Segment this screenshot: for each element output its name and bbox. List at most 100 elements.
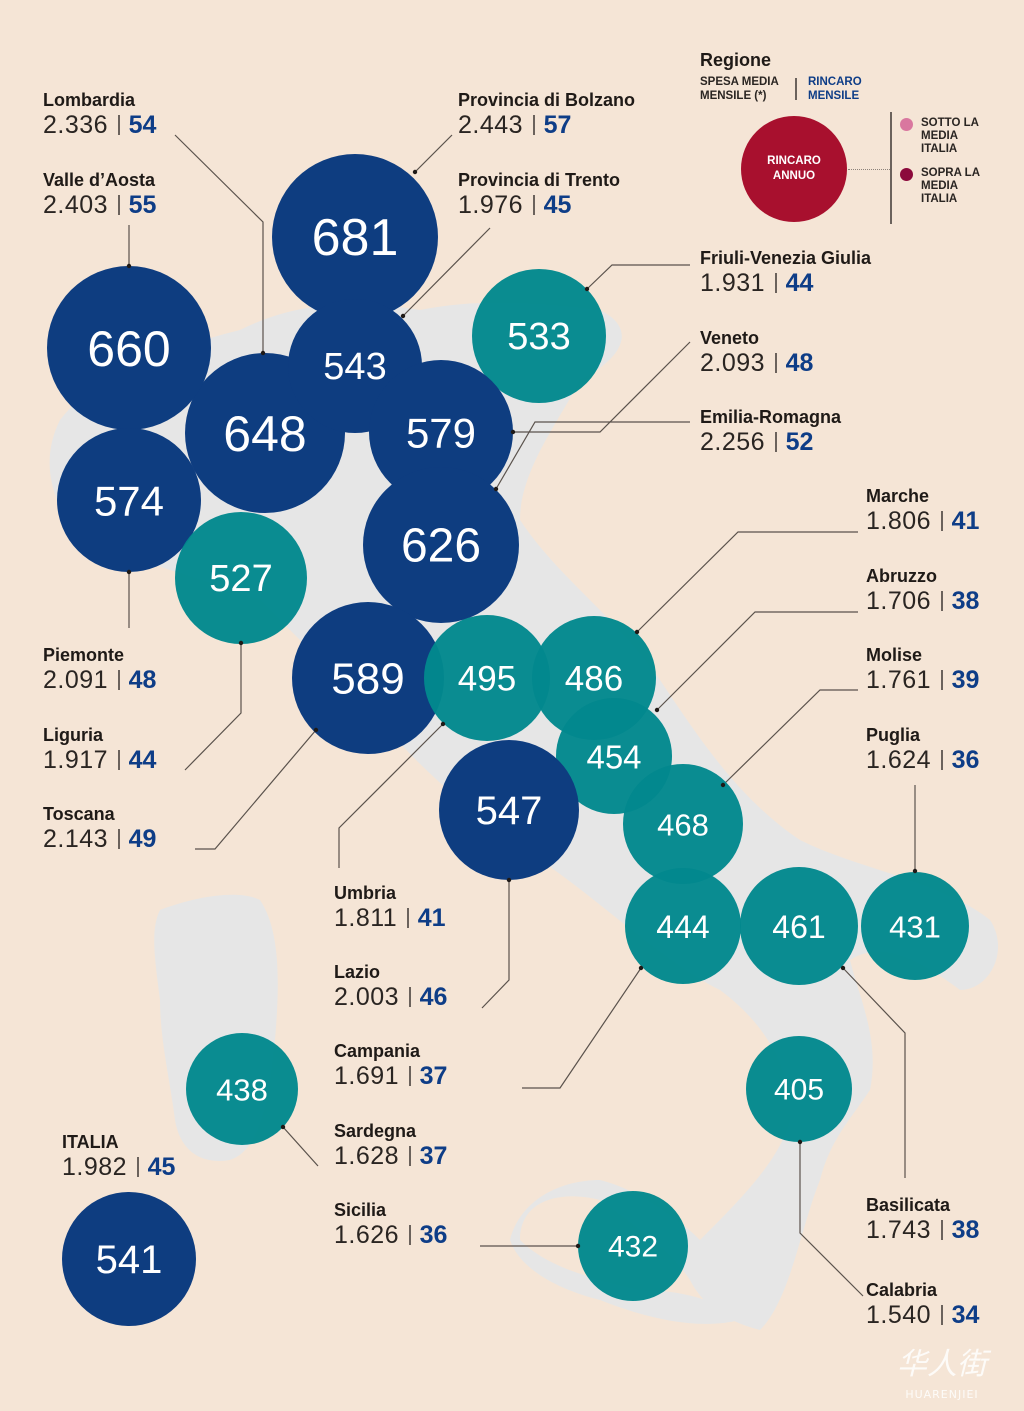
leader-line-lazio bbox=[481, 880, 510, 1009]
region-name: Molise bbox=[866, 645, 923, 665]
spesa-media-mensile: 1.628 bbox=[334, 1142, 400, 1170]
bubble-value-sardegna: 438 bbox=[216, 1073, 268, 1108]
legend-below-label: SOTTO LA MEDIA ITALIA bbox=[921, 117, 979, 155]
region-values: 1.806 41 bbox=[866, 506, 979, 536]
region-label-marche: Marche 1.806 41 bbox=[866, 486, 979, 536]
legend-dotted-connector bbox=[848, 169, 890, 170]
rincaro-mensile: 48 bbox=[785, 349, 814, 377]
value-separator bbox=[409, 1066, 411, 1086]
bubble-bolzano bbox=[272, 154, 438, 320]
leader-line-calabria bbox=[799, 1142, 864, 1297]
bubble-value-emilia-romagna: 626 bbox=[401, 520, 481, 573]
region-label-campania: Campania 1.691 37 bbox=[334, 1041, 447, 1091]
value-separator bbox=[407, 908, 409, 928]
leader-dot-emilia-romagna bbox=[493, 486, 499, 492]
spesa-media-mensile: 2.403 bbox=[43, 191, 109, 219]
region-name: Liguria bbox=[43, 725, 104, 745]
rincaro-mensile: 44 bbox=[128, 746, 157, 774]
rincaro-mensile: 52 bbox=[785, 428, 814, 456]
legend-rincaro-mensile-label: RINCARO MENSILE bbox=[808, 76, 862, 102]
leader-line-abruzzo bbox=[656, 611, 858, 711]
rincaro-mensile: 41 bbox=[417, 904, 446, 932]
region-name: ITALIA bbox=[62, 1132, 119, 1152]
region-label-sardegna: Sardegna 1.628 37 bbox=[334, 1121, 447, 1171]
leader-line-bolzano bbox=[414, 134, 453, 173]
spesa-media-mensile: 1.811 bbox=[334, 904, 398, 932]
leader-dot-abruzzo bbox=[654, 707, 660, 713]
bubble-toscana bbox=[292, 602, 444, 754]
region-name: Valle d’Aosta bbox=[43, 170, 156, 190]
bubble-value-puglia: 431 bbox=[889, 910, 941, 945]
watermark-logo: 华人街 HUARENJIEI bbox=[872, 1340, 1012, 1406]
leader-dot-toscana bbox=[313, 727, 319, 733]
region-label-veneto: Veneto 2.093 48 bbox=[700, 328, 813, 378]
value-separator bbox=[941, 1305, 943, 1325]
bubble-value-piemonte: 574 bbox=[94, 478, 164, 525]
value-separator bbox=[409, 987, 411, 1007]
leader-dot-sardegna bbox=[280, 1124, 286, 1130]
bubble-friuli bbox=[472, 269, 606, 403]
bubble-value-abruzzo: 454 bbox=[586, 739, 641, 776]
bubble-sicilia bbox=[578, 1191, 688, 1301]
leader-line-trento bbox=[402, 227, 491, 317]
leader-line-veneto bbox=[513, 341, 691, 433]
value-separator bbox=[941, 1220, 943, 1240]
spesa-media-mensile: 2.443 bbox=[458, 111, 524, 139]
spesa-media-mensile: 1.982 bbox=[62, 1153, 128, 1181]
value-separator bbox=[775, 432, 777, 452]
spesa-media-mensile: 2.143 bbox=[43, 825, 109, 853]
spesa-media-mensile: 2.091 bbox=[43, 666, 109, 694]
leader-line-marche bbox=[636, 531, 858, 633]
bubble-value-toscana: 589 bbox=[331, 655, 404, 704]
legend-title: Regione bbox=[700, 50, 772, 70]
region-label-liguria: Liguria 1.917 44 bbox=[43, 725, 156, 775]
leader-dot-piemonte bbox=[126, 569, 132, 575]
region-name: Campania bbox=[334, 1041, 421, 1061]
region-name: Calabria bbox=[866, 1280, 938, 1300]
rincaro-mensile: 46 bbox=[419, 983, 448, 1011]
region-values: 2.403 55 bbox=[43, 190, 156, 220]
legend-rincaro-annuo-circle: RINCARO ANNUO bbox=[741, 116, 847, 222]
region-values: 1.982 45 bbox=[62, 1152, 175, 1182]
bubble-value-marche: 486 bbox=[565, 660, 623, 699]
spesa-media-mensile: 1.743 bbox=[866, 1216, 932, 1244]
leader-dot-trento bbox=[400, 313, 406, 319]
value-separator bbox=[118, 750, 120, 770]
region-values: 1.976 45 bbox=[458, 190, 620, 220]
value-separator bbox=[941, 511, 943, 531]
rincaro-mensile: 48 bbox=[128, 666, 157, 694]
spesa-media-mensile: 2.003 bbox=[334, 983, 400, 1011]
legend-bracket bbox=[890, 112, 892, 224]
bubble-calabria bbox=[746, 1036, 852, 1142]
rincaro-mensile: 54 bbox=[128, 111, 157, 139]
spesa-media-mensile: 2.256 bbox=[700, 428, 766, 456]
rincaro-mensile: 55 bbox=[128, 191, 157, 219]
legend-spesa-label: SPESA MEDIA MENSILE (*) bbox=[700, 76, 779, 102]
region-label-valle-d-aosta: Valle d’Aosta 2.403 55 bbox=[43, 170, 156, 220]
value-separator bbox=[137, 1157, 139, 1177]
spesa-media-mensile: 1.626 bbox=[334, 1221, 400, 1249]
leader-anchor-dots bbox=[126, 169, 918, 1249]
rincaro-mensile: 57 bbox=[543, 111, 572, 139]
region-values: 2.093 48 bbox=[700, 348, 813, 378]
region-label-sicilia: Sicilia 1.626 36 bbox=[334, 1200, 447, 1250]
value-separator bbox=[941, 670, 943, 690]
rincaro-mensile: 45 bbox=[147, 1153, 176, 1181]
bubble-umbria bbox=[424, 615, 550, 741]
spesa-media-mensile: 2.093 bbox=[700, 349, 766, 377]
region-values: 1.743 38 bbox=[866, 1215, 979, 1245]
spesa-media-mensile: 1.931 bbox=[700, 269, 766, 297]
value-separator bbox=[409, 1146, 411, 1166]
leader-line-campania bbox=[522, 967, 642, 1089]
rincaro-mensile: 36 bbox=[419, 1221, 448, 1249]
leader-line-basilicata bbox=[842, 967, 906, 1178]
region-label-umbria: Umbria 1.811 41 bbox=[334, 883, 446, 933]
region-label-bolzano: Provincia di Bolzano 2.443 57 bbox=[458, 90, 635, 140]
bubble-value-trento: 543 bbox=[323, 346, 386, 388]
bubble-molise bbox=[623, 764, 743, 884]
bubble-value-italia: 541 bbox=[96, 1238, 163, 1282]
region-label-toscana: Toscana 2.143 49 bbox=[43, 804, 156, 854]
value-separator bbox=[533, 195, 535, 215]
legend-item-above: SOPRA LA MEDIA ITALIA bbox=[900, 167, 991, 206]
region-name: Sardegna bbox=[334, 1121, 417, 1141]
